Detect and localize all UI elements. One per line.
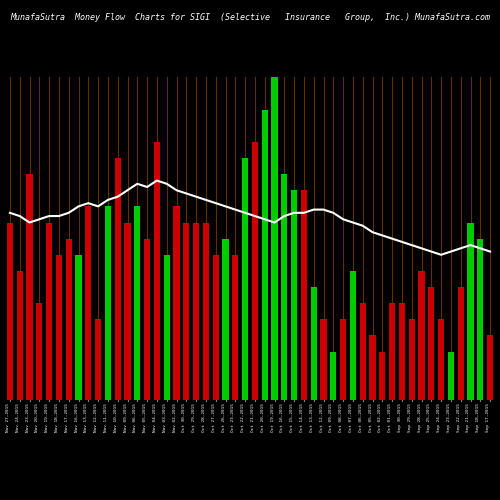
Bar (350, 271, 356, 400)
Bar (389, 303, 396, 400)
Bar (360, 303, 366, 400)
Bar (418, 271, 424, 400)
Bar (134, 206, 140, 400)
Text: MunafaSutra  Money Flow  Charts for SIGI: MunafaSutra Money Flow Charts for SIGI (10, 12, 210, 22)
Bar (76, 255, 82, 400)
Bar (262, 110, 268, 400)
Bar (144, 238, 150, 400)
Bar (232, 255, 238, 400)
Bar (114, 158, 121, 400)
Bar (36, 303, 43, 400)
Bar (193, 222, 200, 400)
Bar (124, 222, 130, 400)
Bar (6, 222, 13, 400)
Bar (330, 352, 336, 400)
Bar (104, 206, 111, 400)
Bar (310, 287, 317, 400)
Bar (164, 255, 170, 400)
Bar (202, 222, 209, 400)
Bar (242, 158, 248, 400)
Bar (95, 320, 102, 400)
Bar (408, 320, 415, 400)
Bar (26, 174, 32, 400)
Bar (16, 271, 23, 400)
Bar (468, 222, 473, 400)
Bar (174, 206, 180, 400)
Bar (222, 238, 228, 400)
Bar (477, 238, 484, 400)
Bar (66, 238, 72, 400)
Bar (438, 320, 444, 400)
Bar (458, 287, 464, 400)
Bar (320, 320, 326, 400)
Bar (46, 222, 52, 400)
Bar (291, 190, 298, 400)
Bar (370, 336, 376, 400)
Bar (398, 303, 405, 400)
Bar (448, 352, 454, 400)
Bar (340, 320, 346, 400)
Bar (428, 287, 434, 400)
Bar (154, 142, 160, 400)
Bar (379, 352, 386, 400)
Bar (85, 206, 91, 400)
Bar (300, 190, 307, 400)
Bar (183, 222, 190, 400)
Bar (56, 255, 62, 400)
Bar (272, 78, 278, 400)
Text: (Selective   Insurance   Group,  Inc.) MunafaSutra.com: (Selective Insurance Group, Inc.) Munafa… (220, 12, 490, 22)
Bar (487, 336, 494, 400)
Bar (252, 142, 258, 400)
Bar (281, 174, 287, 400)
Bar (212, 255, 219, 400)
